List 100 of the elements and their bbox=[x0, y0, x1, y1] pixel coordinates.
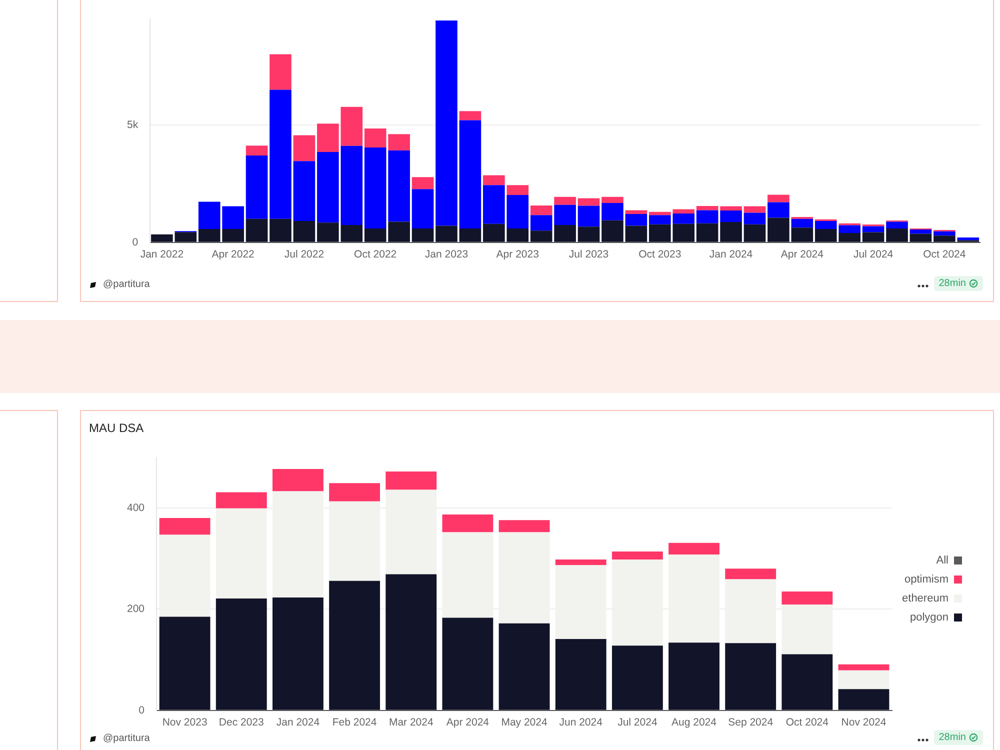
bar bbox=[329, 580, 380, 710]
bar bbox=[272, 598, 324, 710]
bar bbox=[506, 185, 529, 195]
bar bbox=[862, 226, 884, 232]
bar bbox=[886, 228, 908, 242]
bar bbox=[744, 212, 766, 224]
x-tick-label: Oct 2024 bbox=[923, 248, 966, 261]
bar bbox=[720, 222, 742, 242]
bar bbox=[744, 206, 766, 213]
bar bbox=[612, 551, 663, 560]
x-tick-label: Jan 2023 bbox=[424, 248, 468, 261]
legend-label: optimism bbox=[904, 574, 948, 586]
x-tick-label: May 2024 bbox=[501, 716, 548, 729]
x-tick-label: Apr 2024 bbox=[780, 248, 824, 261]
x-tick-label: Jul 2024 bbox=[618, 716, 658, 729]
bar bbox=[159, 616, 210, 710]
y-tick-label: 0 bbox=[132, 236, 138, 248]
bar bbox=[412, 189, 434, 229]
bar bbox=[957, 237, 980, 240]
x-tick-label: Oct 2024 bbox=[786, 716, 829, 729]
x-tick-label: Apr 2023 bbox=[496, 248, 540, 261]
x-tick-label: Jul 2023 bbox=[568, 248, 609, 261]
bar bbox=[246, 156, 268, 219]
bar bbox=[554, 204, 576, 226]
bar bbox=[159, 518, 210, 535]
bar bbox=[791, 218, 814, 228]
bar bbox=[483, 175, 505, 186]
bar bbox=[216, 492, 267, 508]
bar bbox=[293, 135, 316, 162]
bar bbox=[612, 646, 663, 710]
bar bbox=[530, 206, 552, 216]
text: @partitura bbox=[103, 733, 150, 744]
bar bbox=[725, 568, 776, 580]
bar bbox=[910, 234, 932, 242]
x-tick-label: Oct 2022 bbox=[354, 248, 397, 261]
bar bbox=[782, 591, 833, 605]
text: @partitura bbox=[103, 279, 150, 290]
bar bbox=[530, 215, 552, 231]
bar bbox=[668, 542, 720, 554]
legend-label: ethereum bbox=[902, 592, 948, 605]
bar bbox=[174, 232, 197, 242]
bar bbox=[668, 642, 720, 710]
bar bbox=[720, 206, 742, 210]
x-tick-label: Nov 2023 bbox=[162, 716, 208, 729]
legend-label: All bbox=[936, 554, 948, 567]
bar bbox=[838, 670, 890, 690]
x-tick-label: Oct 2023 bbox=[638, 248, 682, 261]
x-tick-label: Jan 2022 bbox=[140, 248, 184, 261]
bar bbox=[329, 483, 380, 502]
bar bbox=[459, 228, 482, 242]
bar bbox=[625, 214, 648, 226]
y-tick-label: 5k bbox=[126, 118, 139, 131]
bar bbox=[459, 111, 482, 120]
legend-label: polygon bbox=[910, 612, 948, 624]
bar bbox=[862, 232, 884, 242]
bar bbox=[386, 574, 437, 710]
bar bbox=[578, 206, 600, 227]
bar bbox=[442, 514, 494, 532]
bar bbox=[625, 226, 648, 242]
text: 28min bbox=[938, 732, 966, 743]
bar bbox=[216, 598, 267, 710]
bar bbox=[412, 177, 434, 190]
x-tick-label: Jan 2024 bbox=[709, 248, 753, 261]
bar bbox=[386, 471, 437, 490]
bar bbox=[270, 90, 292, 219]
bar bbox=[293, 221, 316, 242]
x-tick-label: Dec 2023 bbox=[218, 716, 264, 729]
bar bbox=[768, 194, 790, 202]
chart-title: MAU DSA bbox=[89, 421, 144, 435]
bar bbox=[744, 224, 766, 242]
bar bbox=[498, 520, 550, 532]
bar bbox=[578, 198, 600, 206]
bar bbox=[442, 618, 494, 710]
bar bbox=[602, 220, 624, 242]
x-tick-label: Nov 2024 bbox=[841, 716, 886, 729]
bar bbox=[720, 210, 742, 222]
bar bbox=[555, 639, 606, 710]
bar bbox=[838, 689, 890, 710]
bar bbox=[554, 196, 576, 205]
y-tick-label: 400 bbox=[126, 502, 145, 514]
bar bbox=[791, 228, 814, 242]
bar bbox=[934, 231, 956, 236]
bar bbox=[530, 230, 552, 242]
bar bbox=[768, 218, 790, 242]
bar bbox=[554, 225, 576, 242]
bar bbox=[886, 222, 908, 229]
bar bbox=[725, 643, 776, 710]
x-tick-label: Mar 2024 bbox=[388, 716, 434, 729]
bar bbox=[246, 218, 268, 242]
x-tick-label: Sep 2024 bbox=[728, 716, 774, 729]
bar bbox=[555, 560, 606, 566]
x-tick-label: Aug 2024 bbox=[672, 716, 717, 729]
bar bbox=[151, 234, 173, 242]
bar bbox=[216, 508, 267, 599]
y-tick-label: 200 bbox=[126, 603, 145, 616]
bar bbox=[910, 229, 932, 234]
bar bbox=[602, 196, 624, 203]
x-tick-label: Jun 2024 bbox=[559, 716, 603, 729]
bar bbox=[696, 210, 718, 224]
bar bbox=[838, 664, 890, 670]
